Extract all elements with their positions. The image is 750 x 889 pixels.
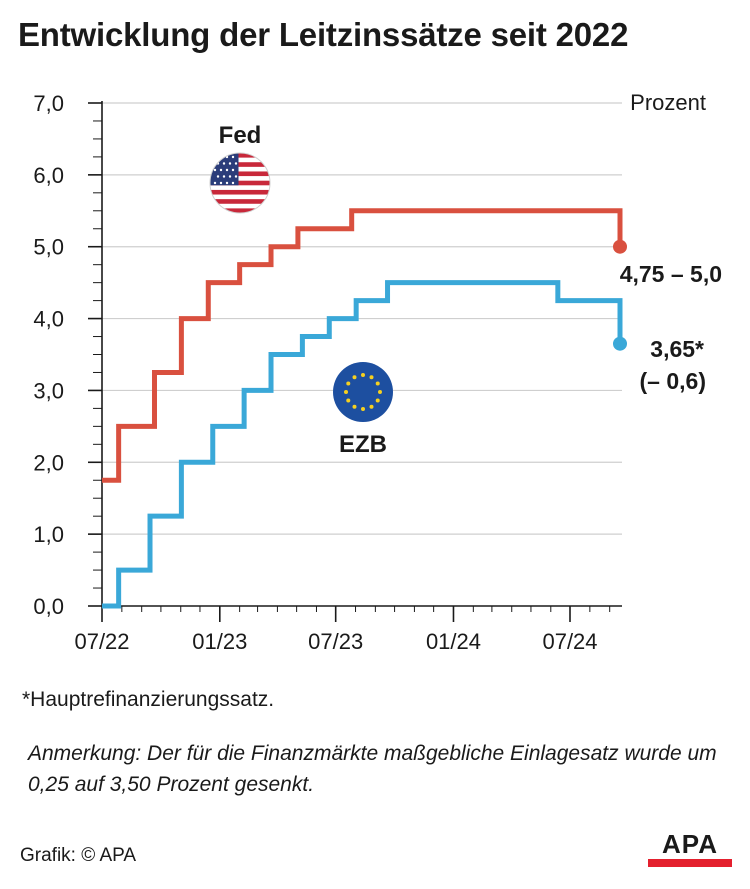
x-tick-label: 07/23 — [308, 629, 363, 654]
eu-flag-star — [361, 407, 365, 411]
us-flag-star — [225, 181, 229, 185]
eu-flag-star — [369, 375, 374, 380]
fed-series-name: Fed — [219, 122, 262, 149]
us-flag-ring — [209, 152, 271, 214]
eu-flag-bg — [333, 362, 393, 422]
y-tick-label: 3,0 — [33, 378, 64, 403]
ezb-series-name: EZB — [339, 431, 387, 458]
y-tick-label: 4,0 — [33, 307, 64, 332]
us-flag-icon — [209, 152, 271, 214]
eu-flag-star — [375, 398, 380, 403]
y-tick-label: 6,0 — [33, 163, 64, 188]
us-flag-star — [216, 175, 220, 178]
us-flag-star — [219, 181, 223, 185]
us-flag-stripe — [210, 180, 270, 186]
logo-bar — [648, 859, 732, 867]
us-flag-star — [234, 175, 238, 178]
x-tick-label: 07/24 — [542, 629, 597, 654]
x-tick-label: 01/23 — [192, 629, 247, 654]
fed-line — [102, 208, 623, 483]
us-flag-stripe — [210, 189, 270, 195]
eu-flag-star — [346, 398, 351, 403]
fed-end-label: 4,75 – 5,0 — [620, 261, 722, 287]
eu-flag-star — [375, 381, 380, 386]
y-tick-label: 2,0 — [33, 450, 64, 475]
us-flag-stripe — [210, 162, 270, 167]
eu-flag-star — [344, 390, 348, 394]
y-tick-label: 5,0 — [33, 235, 64, 260]
unit-label: Prozent — [630, 90, 706, 115]
ezb-line — [102, 280, 623, 609]
eu-flag-star — [378, 390, 382, 394]
us-flag-star — [234, 162, 238, 165]
us-flag-star — [228, 175, 232, 178]
eu-flag-icon — [333, 362, 393, 422]
us-flag-stripe — [210, 153, 270, 158]
us-flag-star — [222, 162, 226, 165]
y-tick-label: 7,0 — [33, 91, 64, 116]
us-flag-star — [228, 162, 232, 165]
x-tick-label: 01/24 — [426, 629, 481, 654]
logo-text: APA — [662, 829, 718, 859]
y-tick-label: 1,0 — [33, 522, 64, 547]
series — [102, 208, 627, 609]
axes — [88, 101, 622, 622]
eu-flag-star — [369, 404, 374, 409]
eu-flag-star — [346, 381, 351, 386]
credit: Grafik: © APA — [20, 845, 137, 866]
ezb-end-label: 3,65* — [650, 336, 704, 362]
us-flag-stripe — [210, 171, 270, 177]
note: Anmerkung: Der für die Finanzmärkte maßg… — [28, 742, 717, 796]
us-flag-star — [213, 155, 217, 159]
us-flag-star — [231, 155, 235, 159]
flags — [209, 152, 393, 422]
us-flag-stripe — [210, 208, 270, 213]
apa-logo: APA — [648, 829, 732, 869]
us-flag-star — [219, 168, 223, 172]
us-flag-star — [213, 181, 217, 185]
eu-flag-star — [361, 373, 365, 377]
chart-title: Entwicklung der Leitzinssätze seit 2022 — [18, 16, 629, 53]
us-flag-star — [231, 168, 235, 172]
us-flag-star — [231, 181, 235, 185]
footnote: *Hauptrefinanzierungssatz. — [22, 688, 275, 711]
us-flag-star — [213, 168, 217, 172]
us-flag-stripe — [210, 199, 270, 204]
eu-flag-star — [352, 404, 357, 409]
x-tick-label: 07/22 — [74, 629, 129, 654]
y-tick-label: 0,0 — [33, 594, 64, 619]
us-flag-star — [225, 168, 229, 172]
eu-flag-star — [352, 375, 357, 380]
us-flag-star — [222, 175, 226, 178]
labels: 0,0 1,0 2,0 3,0 4,0 5,0 6,0 7,0 07/22 01/23 07/23 0… — [33, 90, 722, 654]
chart-area: 0,0 1,0 2,0 3,0 4,0 5,0 6,0 7,0 07/22 01/23 07/23 0… — [33, 90, 722, 654]
us-flag-star — [219, 155, 223, 159]
ezb-end-label-change: (– 0,6) — [640, 368, 706, 394]
